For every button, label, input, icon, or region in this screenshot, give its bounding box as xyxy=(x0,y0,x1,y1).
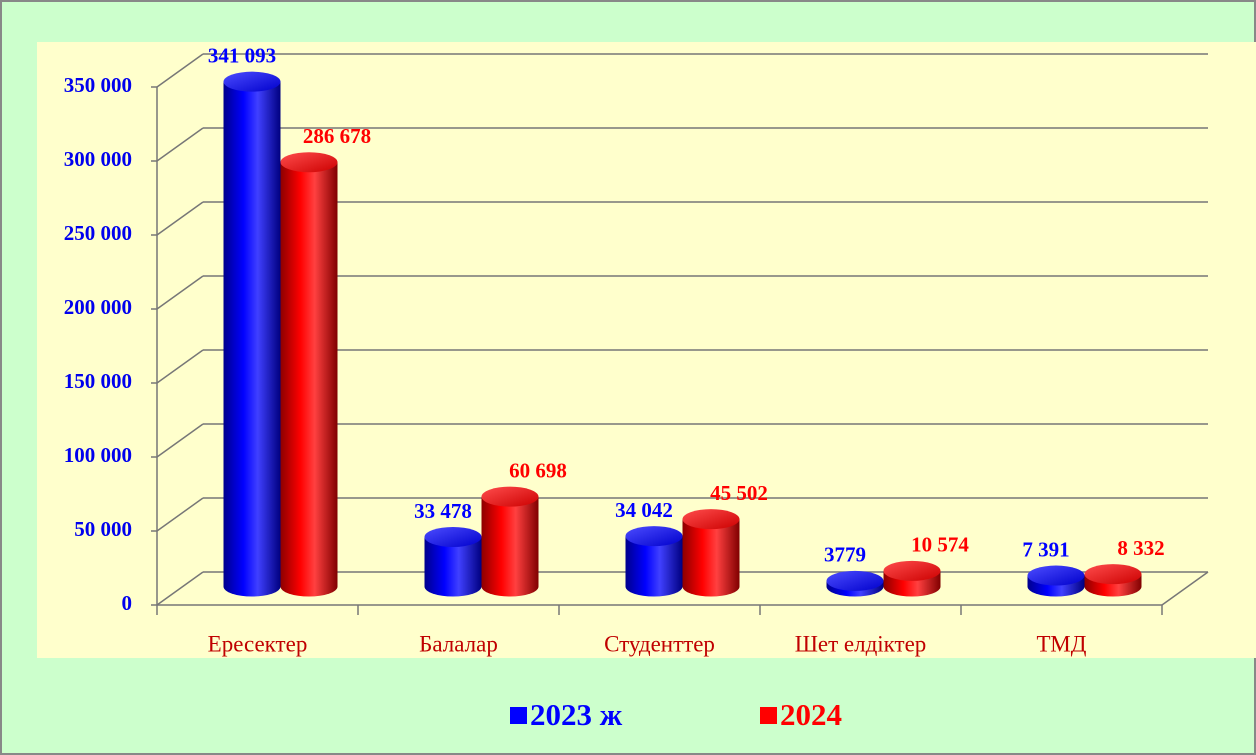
legend-label: 2023 ж xyxy=(530,697,623,732)
x-tick-label: ТМД xyxy=(1037,631,1087,656)
y-tick-label: 0 xyxy=(122,591,133,615)
grid-line-side xyxy=(156,127,204,162)
grid-line-side xyxy=(156,201,204,236)
bar xyxy=(625,536,683,597)
x-tick-label: Ересектер xyxy=(208,631,308,656)
legend-swatch xyxy=(510,707,527,724)
value-label: 3779 xyxy=(824,543,866,567)
y-tick-label: 300 000 xyxy=(64,147,132,171)
bar xyxy=(481,496,539,597)
x-tick-label: Студенттер xyxy=(604,631,715,656)
value-label: 341 093 xyxy=(208,43,276,67)
y-tick-label: 100 000 xyxy=(64,443,132,467)
value-label: 33 478 xyxy=(414,499,472,523)
bar-top xyxy=(424,526,482,547)
bar xyxy=(424,536,482,597)
y-tick-label: 50 000 xyxy=(74,517,132,541)
value-label: 60 698 xyxy=(509,458,567,482)
bar-top xyxy=(625,526,683,547)
grid-line-side xyxy=(156,423,204,458)
grid-line-side xyxy=(156,349,204,384)
x-tick-label: Шет елдіктер xyxy=(795,631,927,656)
bar-top xyxy=(826,570,884,591)
legend-swatch xyxy=(760,707,777,724)
bar-top xyxy=(1027,565,1085,586)
bar-top xyxy=(223,71,281,92)
bar-top xyxy=(280,152,338,173)
bar xyxy=(280,162,338,597)
y-tick-label: 350 000 xyxy=(64,73,132,97)
value-label: 8 332 xyxy=(1117,536,1164,560)
value-label: 34 042 xyxy=(615,498,673,522)
floor-edge xyxy=(1161,571,1209,606)
x-tick-label: Балалар xyxy=(419,631,498,656)
plot: 0 50 000 100 000 150 000 200 000 250 000 300 0… xyxy=(64,43,1209,656)
value-label: 7 391 xyxy=(1022,537,1069,561)
y-tick-label: 250 000 xyxy=(64,221,132,245)
y-tick-label: 200 000 xyxy=(64,295,132,319)
y-tick-label: 150 000 xyxy=(64,369,132,393)
value-label: 45 502 xyxy=(710,481,768,505)
grid-line-side xyxy=(156,53,204,88)
grid-line-side xyxy=(156,275,204,310)
bar-top xyxy=(883,560,941,581)
bar xyxy=(682,519,740,597)
grid-line-side xyxy=(156,497,204,532)
bar-top xyxy=(481,486,539,507)
bar-top xyxy=(1084,564,1142,585)
value-label: 286 678 xyxy=(303,124,371,148)
value-label: 10 574 xyxy=(911,533,969,557)
grid-line-side xyxy=(156,571,204,606)
bar-top xyxy=(682,509,740,530)
bar xyxy=(223,81,281,597)
legend-label: 2024 xyxy=(780,697,842,732)
